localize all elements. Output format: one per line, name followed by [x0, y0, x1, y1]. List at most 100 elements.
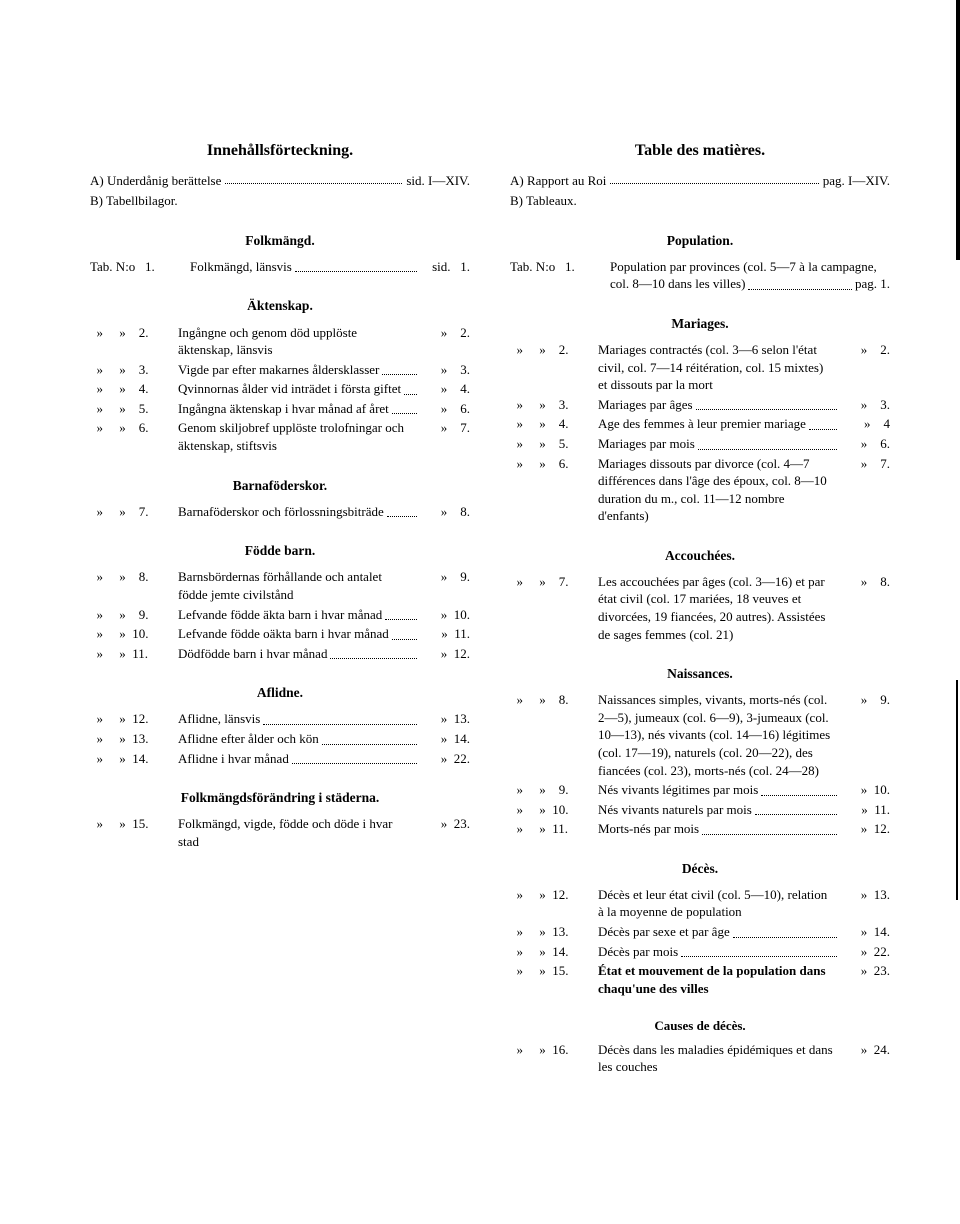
entry-text: Décès dans les maladies épidémiques et d… [598, 1041, 834, 1076]
entry-prefix: » » 3. [90, 361, 178, 379]
entry-page: » 13. [420, 710, 470, 728]
entry-prefix: » » 9. [510, 781, 598, 799]
left-column: Innehållsförteckning. A) Underdånig berä… [90, 140, 470, 1078]
toc-entry: » » 5.Mariages par mois» 6. [510, 435, 890, 453]
toc-entry: » » 6.Mariages dissouts par divorce (col… [510, 455, 890, 525]
entry-prefix: » » 15. [510, 962, 598, 980]
toc-entry: » » 10.Lefvande födde oäkta barn i hvar … [90, 625, 470, 643]
entry-prefix: » » 2. [90, 324, 178, 342]
right-s2-entries: » » 2.Mariages contractés (col. 3—6 selo… [510, 341, 890, 524]
entry-text: Mariages contractés (col. 3—6 selon l'ét… [598, 341, 834, 394]
dot-leader [295, 260, 417, 272]
toc-entry: » » 8.Barnsbördernas förhållande och ant… [90, 568, 470, 603]
entry-body: Ingångne och genom död upplöste äktenska… [178, 324, 420, 359]
entry-body: Population par provinces (col. 5—7 à la … [610, 258, 890, 293]
left-s2-entries: » » 2.Ingångne och genom död upplöste äk… [90, 324, 470, 455]
entry-prefix: » » 13. [510, 923, 598, 941]
scan-edge-artifact [956, 0, 960, 260]
left-s4-entries: » » 8.Barnsbördernas förhållande och ant… [90, 568, 470, 662]
section-head-mariages: Mariages. [510, 315, 890, 333]
entry-prefix: Tab. N:o 1. [90, 258, 190, 276]
entry-prefix: » » 8. [90, 568, 178, 586]
dot-leader [382, 363, 417, 375]
toc-entry: » » 7.Les accouchées par âges (col. 3—16… [510, 573, 890, 643]
entry-prefix: » » 6. [90, 419, 178, 437]
entry-prefix: Tab. N:o 1. [510, 258, 610, 276]
dot-leader [809, 418, 837, 430]
entry-text: Décès par mois [598, 943, 678, 961]
toc-entry: » » 8.Naissances simples, vivants, morts… [510, 691, 890, 779]
entry-page: » 7. [840, 455, 890, 473]
intro-label: A) Underdånig berättelse [90, 172, 221, 190]
entry-page: » 8. [840, 573, 890, 591]
entry-text: Lefvande födde oäkta barn i hvar månad [178, 625, 389, 643]
entry-prefix: » » 12. [510, 886, 598, 904]
entry-body: Décès par sexe et par âge [598, 923, 840, 941]
entry-prefix: » » 6. [510, 455, 598, 473]
entry-body: Vigde par efter makarnes åldersklasser [178, 361, 420, 379]
entry-text: État et mouvement de la population dans … [598, 962, 834, 997]
entry-text: Nés vivants légitimes par mois [598, 781, 758, 799]
entry-body: État et mouvement de la population dans … [598, 962, 840, 997]
toc-entry: » » 6.Genom skiljobref upplöste trolofni… [90, 419, 470, 454]
entry-body: Folkmängd, länsvis [190, 258, 420, 276]
entry-prefix: » » 14. [90, 750, 178, 768]
page: Innehållsförteckning. A) Underdånig berä… [0, 0, 960, 1118]
entry-page: » 2. [420, 324, 470, 342]
right-s6-entries: » » 16.Décès dans les maladies épidémiqu… [510, 1041, 890, 1076]
right-s5-entries: » » 12.Décès et leur état civil (col. 5—… [510, 886, 890, 997]
entry-text: Nés vivants naturels par mois [598, 801, 752, 819]
entry-text: Aflidne efter ålder och kön [178, 730, 319, 748]
entry-body: Dödfödde barn i hvar månad [178, 645, 420, 663]
toc-entry: » » 16.Décès dans les maladies épidémiqu… [510, 1041, 890, 1076]
entry-text: Lefvande födde äkta barn i hvar månad [178, 606, 382, 624]
entry-page: » 12. [840, 820, 890, 838]
entry-text: Genom skiljobref upplöste trolofningar o… [178, 419, 414, 454]
entry-prefix: » » 2. [510, 341, 598, 359]
entry-body: Lefvande födde äkta barn i hvar månad [178, 606, 420, 624]
entry-prefix: » » 4. [510, 415, 598, 433]
entry-body: Nés vivants légitimes par mois [598, 781, 840, 799]
entry-text: Folkmängd, vigde, födde och döde i hvar … [178, 815, 414, 850]
dot-leader [681, 945, 837, 957]
entry-body: Mariages contractés (col. 3—6 selon l'ét… [598, 341, 840, 394]
dot-leader [263, 713, 417, 725]
entry-text: Ingångne och genom död upplöste äktenska… [178, 324, 414, 359]
toc-entry: » » 12.Aflidne, länsvis» 13. [90, 710, 470, 728]
toc-entry: » » 5.Ingångna äktenskap i hvar månad af… [90, 400, 470, 418]
entry-page: » 22. [840, 943, 890, 961]
dot-leader [733, 926, 837, 938]
entry-body: Ingångna äktenskap i hvar månad af året [178, 400, 420, 418]
entry-text: Morts-nés par mois [598, 820, 699, 838]
entry-body: Folkmängd, vigde, födde och döde i hvar … [178, 815, 420, 850]
entry-page: » 14. [840, 923, 890, 941]
toc-entry: » » 2.Mariages contractés (col. 3—6 selo… [510, 341, 890, 394]
entry-prefix: » » 7. [90, 503, 178, 521]
toc-entry: » » 4.Qvinnornas ålder vid inträdet i fö… [90, 380, 470, 398]
entry-body: Mariages par mois [598, 435, 840, 453]
intro-label: B) Tabellbilagor. [90, 192, 178, 210]
entry-body: Mariages par âges [598, 396, 840, 414]
entry-prefix: » » 10. [90, 625, 178, 643]
left-s6-entries: » » 15.Folkmängd, vigde, födde och döde … [90, 815, 470, 850]
toc-entry: Tab. N:o 1. Folkmängd, länsvis sid. 1. [90, 258, 470, 276]
toc-entry: » » 14.Décès par mois» 22. [510, 943, 890, 961]
section-head-naissances: Naissances. [510, 665, 890, 683]
dot-leader [702, 823, 837, 835]
dot-leader [225, 172, 402, 184]
dot-leader [392, 628, 417, 640]
entry-page: » 7. [420, 419, 470, 437]
entry-page: » 11. [840, 801, 890, 819]
entry-text: Ingångna äktenskap i hvar månad af året [178, 400, 389, 418]
entry-prefix: » » 15. [90, 815, 178, 833]
entry-text: Décès par sexe et par âge [598, 923, 730, 941]
entry-text: Barnaföderskor och förlossningsbiträde [178, 503, 384, 521]
entry-text: Dödfödde barn i hvar månad [178, 645, 327, 663]
dot-leader [696, 398, 837, 410]
entry-prefix: » » 9. [90, 606, 178, 624]
entry-body: Morts-nés par mois [598, 820, 840, 838]
left-intro-b: B) Tabellbilagor. [90, 192, 470, 210]
entry-prefix: » » 10. [510, 801, 598, 819]
intro-page: pag. I—XIV. [823, 172, 890, 190]
section-head-folkmangd: Folkmängd. [90, 232, 470, 250]
